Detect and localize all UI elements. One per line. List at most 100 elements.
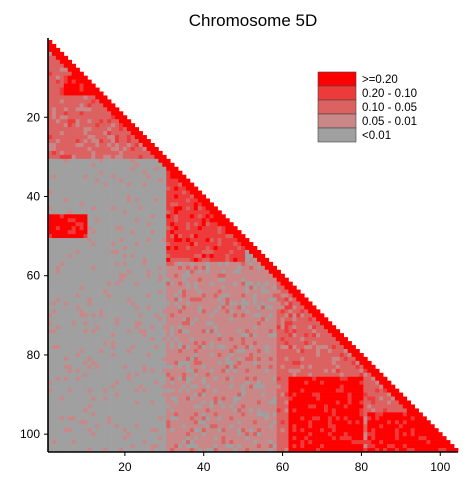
heatmap-cell xyxy=(189,214,195,219)
heatmap-cell xyxy=(111,273,116,279)
heatmap-cell xyxy=(213,238,218,243)
heatmap-cell xyxy=(67,242,72,247)
heatmap-cell xyxy=(363,412,368,417)
heatmap-cell xyxy=(59,257,65,263)
heatmap-cell xyxy=(205,277,210,282)
heatmap-cell xyxy=(103,416,108,421)
heatmap-cell xyxy=(233,265,238,271)
heatmap-cell xyxy=(256,396,262,401)
heatmap-cell xyxy=(288,364,293,370)
heatmap-cell xyxy=(359,420,364,425)
heatmap-cell xyxy=(217,297,222,302)
heatmap-cell xyxy=(59,190,65,195)
heatmap-cell xyxy=(67,115,72,120)
heatmap-cell xyxy=(355,416,360,421)
heatmap-cell xyxy=(296,380,301,385)
heatmap-cell xyxy=(142,337,147,342)
heatmap-cell xyxy=(118,309,124,314)
heatmap-cell xyxy=(71,341,76,346)
heatmap-cell xyxy=(209,305,214,310)
heatmap-cell xyxy=(367,368,372,374)
heatmap-cell xyxy=(272,384,277,389)
heatmap-cell xyxy=(51,321,57,326)
heatmap-cell xyxy=(118,345,124,350)
heatmap-cell xyxy=(51,43,57,49)
heatmap-cell xyxy=(79,71,84,76)
heatmap-cell xyxy=(146,166,151,172)
heatmap-cell xyxy=(170,182,175,187)
heatmap-cell xyxy=(162,384,167,389)
heatmap-cell xyxy=(296,309,301,314)
heatmap-cell xyxy=(296,372,301,378)
heatmap-cell xyxy=(99,206,104,211)
heatmap-cell xyxy=(260,408,266,413)
heatmap-cell xyxy=(158,273,163,279)
heatmap-cell xyxy=(87,186,92,191)
heatmap-cell xyxy=(87,392,92,397)
heatmap-cell xyxy=(91,289,96,294)
heatmap-cell xyxy=(134,372,140,378)
heatmap-cell xyxy=(51,257,57,263)
heatmap-cell xyxy=(71,230,76,235)
heatmap-cell xyxy=(103,150,108,156)
heatmap-cell xyxy=(138,301,143,306)
heatmap-cell xyxy=(134,333,140,338)
heatmap-cell xyxy=(95,249,100,255)
heatmap-cell xyxy=(103,400,108,405)
heatmap-cell xyxy=(237,301,242,306)
heatmap-cell xyxy=(288,372,293,378)
heatmap-cell xyxy=(138,333,143,338)
heatmap-cell xyxy=(111,182,116,187)
heatmap-cell xyxy=(260,364,266,370)
heatmap-cell xyxy=(221,289,226,294)
heatmap-cell xyxy=(197,210,203,215)
heatmap-cell xyxy=(221,285,226,290)
heatmap-cell xyxy=(178,352,183,358)
heatmap-cell xyxy=(48,352,53,358)
heatmap-cell xyxy=(320,380,325,385)
heatmap-cell xyxy=(55,341,61,346)
heatmap-cell xyxy=(122,424,128,429)
heatmap-cell xyxy=(150,309,155,314)
heatmap-cell xyxy=(189,329,195,334)
heatmap-cell xyxy=(284,400,289,405)
heatmap-cell xyxy=(158,170,163,176)
heatmap-cell xyxy=(48,190,53,195)
heatmap-cell xyxy=(67,79,72,84)
heatmap-cell xyxy=(79,293,84,298)
heatmap-cell xyxy=(71,384,76,389)
heatmap-cell xyxy=(146,349,151,354)
heatmap-cell xyxy=(107,146,112,152)
heatmap-cell xyxy=(126,349,132,354)
heatmap-cell xyxy=(91,388,96,393)
heatmap-cell xyxy=(185,238,191,243)
heatmap-cell xyxy=(48,360,53,366)
heatmap-cell xyxy=(241,269,246,275)
heatmap-cell xyxy=(134,174,140,179)
heatmap-cell xyxy=(197,376,203,382)
heatmap-cell xyxy=(355,372,360,378)
heatmap-cell xyxy=(138,246,143,251)
heatmap-cell xyxy=(316,384,321,389)
heatmap-cell xyxy=(75,162,80,168)
heatmap-cell xyxy=(343,408,348,413)
heatmap-cell xyxy=(118,349,124,354)
heatmap-cell xyxy=(213,261,218,267)
heatmap-cell xyxy=(256,313,262,318)
heatmap-cell xyxy=(256,392,262,397)
heatmap-cell xyxy=(323,364,329,370)
heatmap-cell xyxy=(75,269,80,275)
heatmap-cell xyxy=(59,376,65,382)
heatmap-cell xyxy=(142,392,147,397)
heatmap-cell xyxy=(264,360,270,366)
heatmap-cell xyxy=(103,107,108,112)
heatmap-cell xyxy=(142,166,147,172)
heatmap-cell xyxy=(103,218,108,223)
heatmap-cell xyxy=(48,249,53,255)
heatmap-cell xyxy=(201,194,207,199)
heatmap-cell xyxy=(91,396,96,401)
heatmap-cell xyxy=(256,341,262,346)
heatmap-cell xyxy=(118,194,124,199)
heatmap-cell xyxy=(111,269,116,275)
heatmap-cell xyxy=(217,392,222,397)
